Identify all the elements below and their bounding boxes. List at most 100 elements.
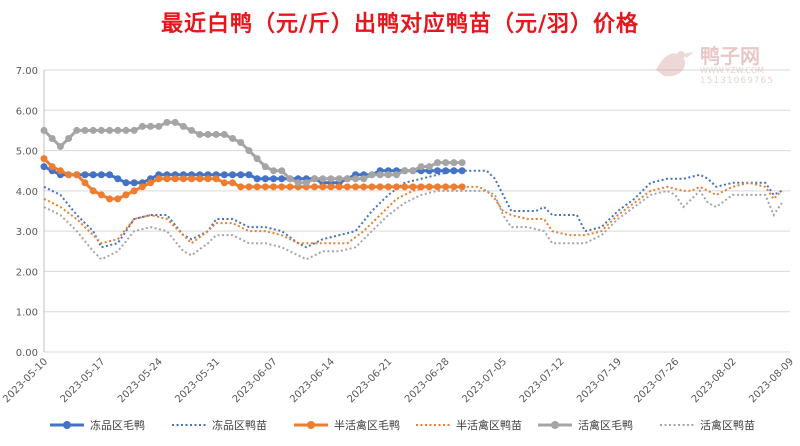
- series-line: [42, 157, 463, 201]
- data-point: [48, 163, 56, 171]
- data-point: [368, 171, 376, 179]
- x-tick-label: 2023-05-24: [116, 356, 165, 405]
- data-point: [458, 159, 466, 167]
- data-point: [311, 175, 319, 183]
- data-point: [343, 183, 351, 191]
- series-line: [43, 189, 783, 261]
- y-tick-label: 7.00: [16, 66, 38, 77]
- data-point: [442, 159, 450, 167]
- watermark-brand: 鸭子网: [700, 44, 760, 68]
- x-tick-label: 2023-05-31: [173, 356, 222, 405]
- legend-label: 冻品区鸭苗: [212, 418, 267, 432]
- legend-label: 活禽区毛鸭: [578, 418, 633, 432]
- x-tick-label: 2023-08-09: [747, 356, 796, 405]
- data-point: [122, 191, 130, 199]
- data-point: [319, 183, 327, 191]
- y-tick-label: 6.00: [16, 106, 38, 117]
- data-point: [130, 187, 138, 195]
- data-point: [106, 126, 114, 134]
- data-point: [56, 167, 64, 175]
- series-line: [43, 165, 463, 185]
- data-point: [335, 175, 343, 183]
- data-point: [130, 179, 138, 187]
- data-point: [245, 171, 253, 179]
- gridlines: [43, 69, 790, 353]
- data-point: [409, 183, 417, 191]
- x-tick-label: 2023-06-21: [346, 356, 395, 405]
- data-point: [352, 183, 360, 191]
- data-point: [278, 183, 286, 191]
- x-tick-label: 2023-05-17: [59, 356, 108, 405]
- data-point: [229, 134, 237, 142]
- data-point: [73, 126, 81, 134]
- data-point: [393, 183, 401, 191]
- data-point: [204, 130, 212, 138]
- data-point: [261, 183, 269, 191]
- data-point: [155, 175, 163, 183]
- data-point: [163, 175, 171, 183]
- data-point: [245, 183, 253, 191]
- data-point: [65, 134, 73, 142]
- series-5: [43, 189, 783, 261]
- x-tick-label: 2023-06-28: [403, 356, 452, 405]
- data-point: [179, 175, 187, 183]
- data-point: [114, 195, 122, 203]
- watermark-phone: 15131069765: [700, 76, 774, 86]
- data-point: [48, 134, 56, 142]
- data-point: [360, 183, 368, 191]
- series-line: [43, 181, 783, 245]
- legend-label: 半活禽区鸭苗: [456, 418, 522, 432]
- data-point: [343, 175, 351, 183]
- data-point: [220, 130, 228, 138]
- data-point: [270, 175, 278, 183]
- data-point: [138, 183, 146, 191]
- data-point: [73, 171, 81, 179]
- data-point: [335, 183, 343, 191]
- data-point: [360, 175, 368, 183]
- data-point: [294, 179, 302, 187]
- y-tick-label: 4.00: [16, 187, 38, 198]
- legend: 冻品区毛鸭 冻品区鸭苗 半活禽区毛鸭 半活禽区鸭苗 活禽区毛鸭 活禽区鸭苗: [50, 418, 755, 432]
- series-4: [40, 118, 466, 187]
- data-point: [253, 175, 261, 183]
- data-point: [237, 139, 245, 147]
- data-point: [327, 183, 335, 191]
- data-point: [89, 126, 97, 134]
- data-point: [229, 179, 237, 187]
- data-point: [188, 175, 196, 183]
- data-point: [97, 126, 105, 134]
- series-layer: [40, 118, 783, 261]
- watermark: 鸭子网 WWW.YZW.COM 15131069765: [648, 40, 798, 90]
- data-point: [237, 183, 245, 191]
- data-point: [196, 130, 204, 138]
- data-point: [122, 126, 130, 134]
- data-point: [163, 118, 171, 126]
- data-point: [450, 159, 458, 167]
- data-point: [81, 126, 89, 134]
- data-point: [212, 175, 220, 183]
- data-point: [40, 163, 48, 171]
- data-point: [40, 126, 48, 134]
- data-point: [384, 183, 392, 191]
- legend-label: 半活禽区毛鸭: [334, 418, 400, 432]
- x-tick-label: 2023-05-10: [1, 356, 50, 405]
- data-point: [65, 171, 73, 179]
- data-point: [253, 155, 261, 163]
- data-point: [81, 179, 89, 187]
- y-tick-label: 0.00: [16, 348, 38, 359]
- data-point: [97, 171, 105, 179]
- data-point: [261, 163, 269, 171]
- watermark-site: WWW.YZW.COM: [700, 66, 765, 75]
- data-point: [417, 163, 425, 171]
- data-point: [425, 163, 433, 171]
- data-point: [220, 171, 228, 179]
- x-tick-label: 2023-08-02: [690, 356, 739, 405]
- data-point: [270, 167, 278, 175]
- data-point: [433, 167, 441, 175]
- data-point: [147, 122, 155, 130]
- data-point: [237, 171, 245, 179]
- data-point: [89, 187, 97, 195]
- data-point: [409, 167, 417, 175]
